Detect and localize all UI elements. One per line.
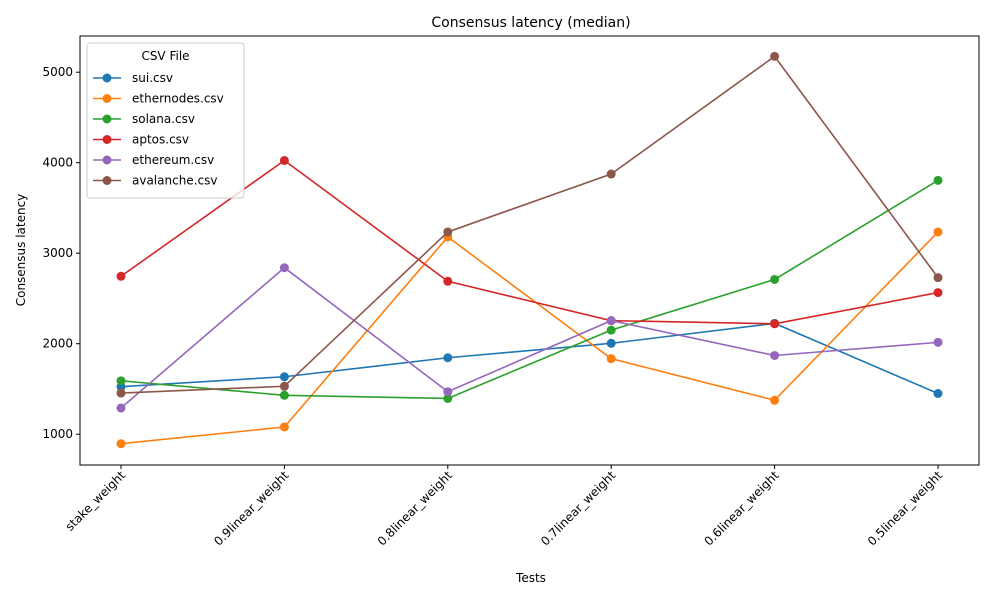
x-tick-label: 0.8linear_weight — [375, 468, 455, 548]
series-ethereum — [116, 263, 943, 413]
legend-title: CSV File — [141, 49, 189, 63]
data-point — [933, 337, 943, 347]
data-point — [606, 325, 616, 335]
data-point — [933, 389, 943, 398]
series-avalanche — [116, 51, 943, 398]
series-solana — [116, 175, 943, 403]
legend-marker — [102, 155, 112, 165]
data-point — [933, 227, 943, 237]
legend-marker — [102, 94, 112, 103]
legend-item: ethernodes.csv — [93, 92, 224, 106]
legend-label: avalanche.csv — [132, 174, 217, 188]
y-axis-title: Consensus latency — [14, 194, 28, 307]
chart-title: Consensus latency (median) — [431, 15, 630, 31]
data-point — [443, 276, 453, 286]
legend-item: sui.csv — [93, 71, 173, 85]
data-point — [443, 393, 453, 403]
data-point — [770, 274, 780, 284]
data-point — [116, 271, 126, 281]
x-tick-label: stake_weight — [63, 468, 129, 534]
y-tick-label: 2000 — [42, 337, 73, 351]
data-point — [279, 155, 289, 165]
series-sui — [116, 318, 943, 398]
data-point — [443, 353, 453, 363]
data-point — [933, 175, 943, 185]
legend-label: solana.csv — [132, 112, 195, 126]
legend-label: ethereum.csv — [132, 153, 214, 167]
data-point — [279, 390, 289, 400]
plot-frame — [79, 35, 980, 466]
series-line — [120, 231, 939, 445]
legend-box — [86, 42, 245, 199]
data-point — [606, 316, 616, 326]
data-point — [116, 376, 126, 386]
data-point — [606, 354, 616, 364]
data-point — [770, 319, 780, 329]
series-layer — [116, 51, 943, 449]
series-line — [120, 179, 939, 400]
series-line — [120, 322, 939, 395]
legend-item: ethereum.csv — [93, 153, 214, 167]
legend: CSV File sui.csv ethernodes.csv solana.csv a… — [86, 42, 245, 199]
legend-item: solana.csv — [93, 112, 195, 126]
y-tick-label: 1000 — [42, 427, 73, 441]
series-line — [120, 159, 939, 325]
y-tick-label: 3000 — [42, 246, 73, 260]
x-tick-label: 0.9linear_weight — [211, 468, 291, 548]
data-point — [770, 51, 780, 61]
data-point — [279, 372, 289, 382]
series-ethernodes — [116, 227, 943, 449]
legend-marker — [102, 176, 112, 185]
data-point — [606, 338, 616, 348]
data-point — [279, 422, 289, 432]
legend-label: aptos.csv — [132, 133, 189, 147]
x-tick-label: 0.5linear_weight — [865, 468, 945, 548]
x-axis-title: Tests — [515, 571, 546, 585]
series-line — [120, 55, 939, 394]
data-point — [116, 403, 126, 413]
x-tick-label: 0.6linear_weight — [701, 468, 781, 548]
y-tick-label: 5000 — [42, 65, 73, 79]
legend-item: avalanche.csv — [93, 174, 217, 188]
legend-marker — [102, 114, 112, 124]
data-point — [116, 439, 126, 449]
data-point — [770, 395, 780, 405]
x-tick-label: 0.7linear_weight — [538, 468, 618, 548]
legend-label: sui.csv — [132, 71, 173, 85]
legend-marker — [102, 135, 112, 144]
legend-marker — [102, 73, 112, 83]
legend-label: ethernodes.csv — [132, 92, 224, 106]
data-point — [606, 169, 616, 179]
data-point — [443, 387, 453, 397]
data-point — [933, 273, 943, 283]
data-point — [933, 288, 943, 298]
data-point — [443, 227, 453, 237]
series-line — [120, 266, 939, 409]
data-point — [279, 263, 289, 273]
data-point — [116, 388, 126, 398]
y-tick-label: 4000 — [42, 156, 73, 170]
legend-item: aptos.csv — [93, 133, 189, 147]
data-point — [770, 350, 780, 360]
data-point — [279, 381, 289, 391]
